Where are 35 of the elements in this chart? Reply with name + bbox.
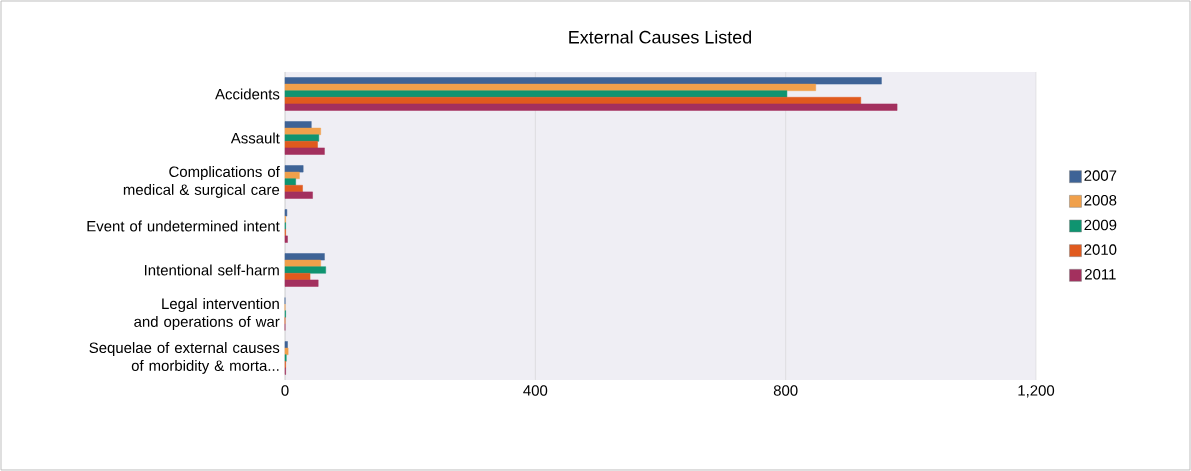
- bar: [284, 191, 313, 199]
- bar: [284, 134, 320, 142]
- x-tick-label: 800: [773, 385, 798, 396]
- y-tick-label: Assault: [230, 132, 280, 144]
- y-tick-label: Accidents: [215, 88, 280, 100]
- bar: [284, 347, 289, 355]
- bar: [284, 259, 321, 267]
- bar: [284, 235, 288, 243]
- x-tick-label: 1,200: [1018, 385, 1055, 398]
- y-tick-label: Complications of medical & surgical care: [123, 166, 280, 198]
- bar: [284, 253, 325, 261]
- y-tick-label: Event of undetermined intent: [87, 220, 280, 232]
- legend-label: 2011: [1085, 268, 1116, 280]
- bar: [284, 171, 300, 179]
- y-tick-label: Legal intervention and operations of war: [134, 298, 280, 330]
- bar: [284, 266, 326, 274]
- y-tick-label: Sequelae of external causes of morbidity & morta...: [89, 342, 280, 374]
- chart-title: External Causes Listed: [569, 30, 752, 44]
- y-tick-label: Intentional self-harm: [144, 264, 279, 276]
- bar: [284, 90, 788, 98]
- bar: [284, 341, 288, 349]
- x-tick-label: 400: [523, 385, 548, 396]
- bar: [284, 273, 311, 281]
- bar: [284, 127, 321, 135]
- legend-label: 2007: [1084, 170, 1117, 181]
- bar: [284, 279, 319, 287]
- legend-label: 2008: [1084, 194, 1117, 206]
- bar: [284, 83, 816, 91]
- bar: [284, 165, 304, 173]
- x-tick-label: 0: [281, 385, 289, 396]
- legend-label: 2010: [1084, 244, 1117, 255]
- bar: [284, 103, 898, 111]
- bar: [284, 178, 296, 186]
- bar: [284, 147, 325, 155]
- legend-label: 2009: [1084, 219, 1117, 231]
